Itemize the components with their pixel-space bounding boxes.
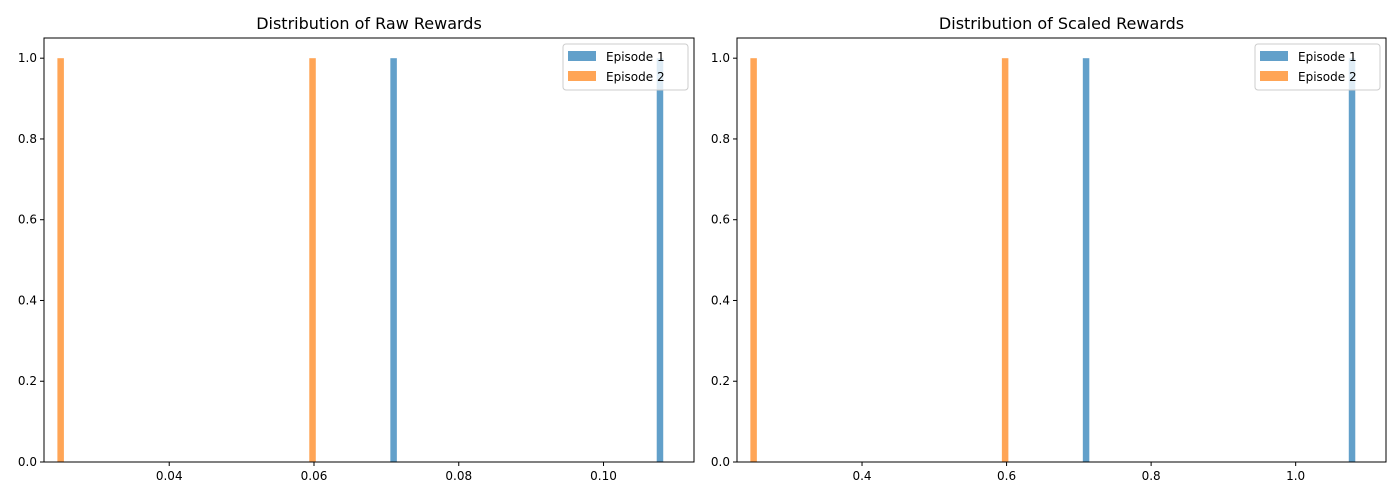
x-tick-label: 0.08 (445, 469, 472, 483)
x-tick-label: 0.4 (852, 469, 871, 483)
legend-swatch (568, 71, 596, 81)
y-tick-label: 1.0 (18, 51, 37, 65)
legend-label: Episode 2 (606, 70, 665, 84)
legend: Episode 1 Episode 2 (1254, 43, 1381, 91)
y-tick-label: 0.6 (18, 213, 37, 227)
y-tick-label: 0.2 (711, 374, 730, 388)
y-tick-label: 0.0 (18, 455, 37, 469)
legend-swatch (1260, 51, 1288, 61)
bar-episode-1-1 (390, 58, 397, 462)
bar-episode-2-1 (750, 58, 757, 462)
y-tick-label: 0.4 (18, 293, 37, 307)
x-tick-label: 0.06 (301, 469, 328, 483)
legend-label: Episode 1 (606, 50, 665, 64)
y-tick-label: 0.6 (711, 213, 730, 227)
x-tick-label: 0.04 (156, 469, 183, 483)
y-tick-label: 1.0 (711, 51, 730, 65)
y-tick-label: 0.4 (711, 293, 730, 307)
bar-episode-2-2 (309, 58, 316, 462)
bar-episode-1-2 (656, 58, 664, 462)
legend-label: Episode 1 (1298, 50, 1357, 64)
x-tick-label: 1.0 (1286, 469, 1305, 483)
y-tick-label: 0.2 (18, 374, 37, 388)
chart-2: Distribution of Scaled Rewards 0.4 0.6 0.8 1… (711, 14, 1387, 483)
bar-episode-2-2 (1001, 58, 1009, 462)
legend-swatch (1260, 71, 1288, 81)
legend-swatch (568, 51, 596, 61)
plot-frame (43, 37, 695, 463)
x-tick-label: 0.10 (590, 469, 617, 483)
x-tick-label: 0.8 (1142, 469, 1161, 483)
chart-title: Distribution of Raw Rewards (256, 14, 482, 33)
legend-label: Episode 2 (1298, 70, 1357, 84)
x-tick-label: 0.6 (997, 469, 1016, 483)
bar-episode-1-2 (1348, 58, 1356, 462)
y-tick-label: 0.8 (18, 132, 37, 146)
plot-frame (736, 37, 1387, 463)
chart-1: Distribution of Raw Rewards 0.04 0.06 0.08 0… (18, 14, 695, 483)
chart-title: Distribution of Scaled Rewards (939, 14, 1184, 33)
legend: Episode 1 Episode 2 (562, 43, 689, 91)
bar-episode-1-1 (1082, 58, 1090, 462)
bar-episode-2-1 (57, 58, 64, 462)
y-tick-label: 0.8 (711, 132, 730, 146)
y-tick-label: 0.0 (711, 455, 730, 469)
